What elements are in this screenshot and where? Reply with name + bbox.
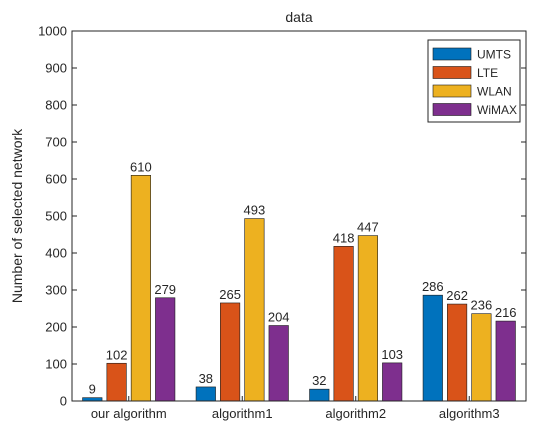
data-label: 216 <box>495 305 517 320</box>
data-label: 418 <box>333 230 355 245</box>
y-tick-label: 600 <box>45 172 67 187</box>
bar-wlan <box>130 175 151 402</box>
y-tick-label: 800 <box>45 98 67 113</box>
data-label: 262 <box>446 288 468 303</box>
y-tick-label: 1000 <box>38 24 67 39</box>
legend-swatch-lte <box>432 66 472 79</box>
y-tick-label: 300 <box>45 283 67 298</box>
x-tick-label: algorithm1 <box>212 406 273 421</box>
data-label: 38 <box>199 371 213 386</box>
bar-wimax <box>268 325 289 402</box>
y-tick-label: 500 <box>45 209 67 224</box>
plot-frame <box>71 30 527 402</box>
legend-swatch-umts <box>432 47 472 61</box>
legend: UMTS LTE WLAN WiMAX <box>427 39 521 123</box>
legend-label: WLAN <box>477 85 512 99</box>
legend-label: LTE <box>477 66 498 80</box>
y-tick-label: 900 <box>45 61 67 76</box>
y-tick-label: 100 <box>45 357 67 372</box>
data-label: 493 <box>244 203 266 218</box>
x-tick-label: algorithm2 <box>325 406 386 421</box>
bar-wlan <box>357 235 378 402</box>
bar-wlan <box>244 218 265 402</box>
bar-wlan <box>471 313 492 402</box>
bar-umts <box>195 386 216 402</box>
data-label: 32 <box>312 373 326 388</box>
y-tick-label: 700 <box>45 135 67 150</box>
legend-swatch-wimax <box>432 103 472 116</box>
data-label: 279 <box>154 282 176 297</box>
legend-label: UMTS <box>477 48 511 62</box>
x-tick-label: our algorithm <box>91 406 167 421</box>
legend-swatch-wlan <box>432 84 472 98</box>
data-label: 610 <box>130 159 152 174</box>
bar-lte <box>106 362 127 402</box>
y-tick-label: 400 <box>45 246 67 261</box>
bar-lte <box>220 302 241 402</box>
bar-wimax <box>382 362 403 402</box>
bar-wimax <box>495 320 516 402</box>
bar-series-group <box>82 175 516 402</box>
y-axis-title: Number of selected network <box>9 128 25 303</box>
data-label: 9 <box>89 382 96 397</box>
bar-wimax <box>155 297 176 402</box>
x-tick-label: algorithm3 <box>439 406 500 421</box>
data-label: 102 <box>106 347 128 362</box>
legend-label: WiMAX <box>477 103 517 117</box>
data-label: 265 <box>219 287 241 302</box>
data-label: 286 <box>422 279 444 294</box>
bar-lte <box>333 246 354 402</box>
y-tick-label: 0 <box>60 394 67 409</box>
bar-umts <box>309 388 330 402</box>
data-label: 103 <box>381 347 403 362</box>
bar-lte <box>447 303 468 402</box>
y-axis-ticks: 0 100 200 300 400 500 600 700 800 900 1000 <box>38 24 526 409</box>
data-label: 447 <box>357 220 379 235</box>
bar-umts <box>422 294 443 402</box>
data-label: 204 <box>268 310 290 325</box>
y-tick-label: 200 <box>45 320 67 335</box>
x-axis-ticks: our algorithm algorithm1 algorithm2 algorit… <box>91 396 500 421</box>
chart-title: data <box>285 9 312 25</box>
data-label: 236 <box>471 298 493 313</box>
